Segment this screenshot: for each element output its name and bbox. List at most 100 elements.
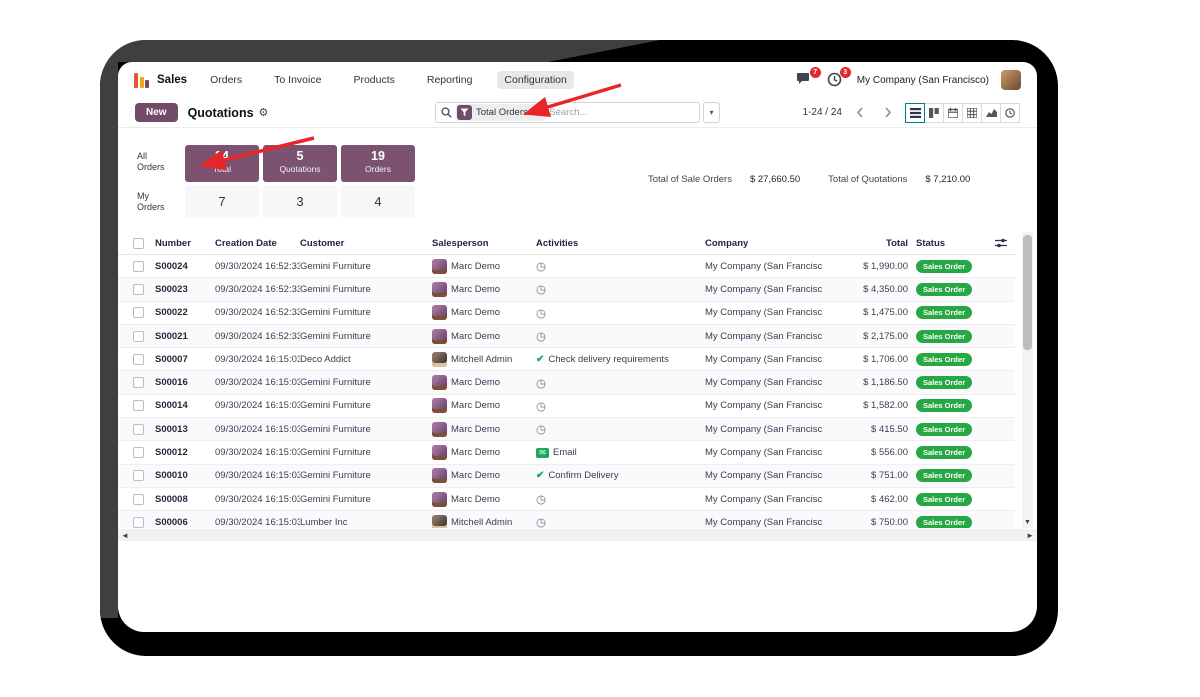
table-row[interactable]: S00006 09/30/2024 16:15:03 Lumber Inc Mi… bbox=[118, 511, 1015, 528]
card-quotations-all[interactable]: 5 Quotations bbox=[263, 145, 337, 182]
new-button[interactable]: New bbox=[135, 103, 178, 122]
pivot-view-icon[interactable] bbox=[962, 102, 982, 123]
row-checkbox[interactable] bbox=[133, 330, 144, 342]
creation-date: 09/30/2024 16:15:03 bbox=[215, 353, 300, 365]
creation-date: 09/30/2024 16:15:03 bbox=[215, 493, 300, 505]
scroll-down-icon[interactable]: ▼ bbox=[1024, 519, 1031, 526]
col-customer[interactable]: Customer bbox=[300, 237, 345, 249]
table-row[interactable]: S00014 09/30/2024 16:15:03 Gemini Furnit… bbox=[118, 394, 1015, 419]
salesperson-avatar bbox=[432, 375, 447, 391]
status-badge: Sales Order bbox=[916, 306, 973, 320]
table-row[interactable]: S00022 09/30/2024 16:52:33 Gemini Furnit… bbox=[118, 301, 1015, 325]
col-creation-date[interactable]: Creation Date bbox=[215, 237, 277, 249]
card-total-my[interactable]: 7 bbox=[185, 185, 259, 218]
company: My Company (San Francisco) bbox=[705, 353, 822, 365]
status-badge: Sales Order bbox=[916, 399, 973, 413]
col-status[interactable]: Status bbox=[916, 237, 946, 249]
scroll-left-icon[interactable]: ◄ bbox=[121, 530, 129, 540]
optional-columns-toggle-icon[interactable] bbox=[995, 238, 1007, 248]
table-row[interactable]: S00016 09/30/2024 16:15:03 Gemini Furnit… bbox=[118, 371, 1015, 395]
company-switcher[interactable]: My Company (San Francisco) bbox=[856, 74, 989, 86]
row-checkbox[interactable] bbox=[133, 423, 144, 435]
table-row[interactable]: S00021 09/30/2024 16:52:33 Gemini Furnit… bbox=[118, 324, 1015, 349]
col-number[interactable]: Number bbox=[155, 237, 191, 249]
col-salesperson[interactable]: Salesperson bbox=[432, 237, 489, 249]
card-total-all[interactable]: 24 Total bbox=[185, 145, 259, 182]
activity-icon[interactable] bbox=[536, 447, 549, 458]
activity-icon[interactable] bbox=[536, 306, 546, 320]
order-number: S00012 bbox=[155, 447, 188, 459]
customer: Lumber Inc bbox=[300, 516, 348, 528]
pager-next-icon[interactable] bbox=[878, 103, 898, 123]
user-avatar[interactable] bbox=[1001, 70, 1021, 90]
pager-counter: 1-24 / 24 bbox=[802, 107, 842, 118]
vertical-scrollbar[interactable]: ▼ bbox=[1022, 232, 1033, 528]
view-switcher bbox=[905, 102, 1020, 123]
activity-view-icon[interactable] bbox=[1000, 102, 1020, 123]
scroll-right-icon[interactable]: ► bbox=[1026, 530, 1034, 540]
filter-facet-label: Total Orders bbox=[476, 107, 528, 118]
row-checkbox[interactable] bbox=[133, 377, 144, 389]
activity-icon[interactable] bbox=[536, 354, 544, 365]
row-checkbox[interactable] bbox=[133, 447, 144, 459]
messages-icon[interactable]: 7 bbox=[796, 67, 821, 88]
activity-icon[interactable] bbox=[536, 399, 546, 413]
table-row[interactable]: S00023 09/30/2024 16:52:33 Gemini Furnit… bbox=[118, 278, 1015, 302]
menu-to-invoice[interactable]: To Invoice bbox=[274, 74, 322, 86]
orders-list: Number Creation Date Customer Salesperso… bbox=[118, 232, 1015, 528]
table-row[interactable]: S00008 09/30/2024 16:15:03 Gemini Furnit… bbox=[118, 487, 1015, 512]
search-input[interactable]: Total Orders ✕ Search... bbox=[435, 102, 700, 123]
pager-previous-icon[interactable] bbox=[850, 103, 870, 123]
order-number: S00021 bbox=[155, 330, 188, 342]
order-number: S00023 bbox=[155, 283, 188, 295]
activities-clock-icon[interactable]: 3 bbox=[827, 67, 851, 88]
action-gear-icon[interactable]: ⚙ bbox=[258, 107, 269, 119]
horizontal-scrollbar[interactable]: ◄ ► bbox=[118, 529, 1037, 541]
row-checkbox[interactable] bbox=[133, 516, 144, 528]
menu-reporting[interactable]: Reporting bbox=[426, 74, 473, 86]
activity-icon[interactable] bbox=[536, 282, 546, 296]
row-checkbox[interactable] bbox=[133, 493, 144, 505]
facet-remove-icon[interactable]: ✕ bbox=[532, 107, 541, 117]
page-title[interactable]: Quotations bbox=[187, 105, 254, 120]
card-orders-my[interactable]: 4 bbox=[341, 185, 415, 218]
row-checkbox[interactable] bbox=[133, 400, 144, 412]
menu-configuration[interactable]: Configuration bbox=[497, 71, 574, 89]
filter-facet[interactable]: Total Orders ✕ bbox=[456, 104, 546, 121]
vertical-scrollbar-thumb[interactable] bbox=[1023, 235, 1032, 350]
salesperson-avatar bbox=[432, 281, 447, 297]
menu-orders[interactable]: Orders bbox=[210, 74, 243, 86]
table-row[interactable]: S00013 09/30/2024 16:15:03 Gemini Furnit… bbox=[118, 418, 1015, 442]
row-checkbox[interactable] bbox=[133, 283, 144, 295]
app-name[interactable]: Sales bbox=[157, 74, 188, 86]
graph-view-icon[interactable] bbox=[981, 102, 1001, 123]
activity-icon[interactable] bbox=[536, 492, 546, 506]
row-checkbox[interactable] bbox=[133, 353, 144, 365]
salesperson: Marc Demo bbox=[451, 283, 501, 295]
table-row[interactable]: S00012 09/30/2024 16:15:03 Gemini Furnit… bbox=[118, 441, 1015, 465]
table-row[interactable]: S00007 09/30/2024 16:15:03 Deco Addict M… bbox=[118, 348, 1015, 372]
activity-icon[interactable] bbox=[536, 376, 546, 390]
col-activities[interactable]: Activities bbox=[536, 237, 579, 249]
calendar-view-icon[interactable] bbox=[943, 102, 963, 123]
card-orders-all[interactable]: 19 Orders bbox=[341, 145, 415, 182]
col-company[interactable]: Company bbox=[705, 237, 749, 249]
menu-products[interactable]: Products bbox=[353, 74, 395, 86]
activity-icon[interactable] bbox=[536, 470, 544, 481]
row-checkbox[interactable] bbox=[133, 470, 144, 482]
row-checkbox[interactable] bbox=[133, 307, 144, 319]
search-dropdown-toggle[interactable]: ▾ bbox=[703, 102, 720, 123]
kanban-view-icon[interactable] bbox=[924, 102, 944, 123]
table-row[interactable]: S00024 09/30/2024 16:52:33 Gemini Furnit… bbox=[118, 255, 1015, 279]
activity-icon[interactable] bbox=[536, 259, 546, 273]
row-checkbox[interactable] bbox=[133, 260, 144, 272]
activity-icon[interactable] bbox=[536, 515, 546, 528]
select-all-checkbox[interactable] bbox=[133, 237, 144, 249]
table-row[interactable]: S00010 09/30/2024 16:15:03 Gemini Furnit… bbox=[118, 464, 1015, 488]
activity-icon[interactable] bbox=[536, 329, 546, 343]
activity-icon[interactable] bbox=[536, 422, 546, 436]
card-quotations-my[interactable]: 3 bbox=[263, 185, 337, 218]
col-total[interactable]: Total bbox=[886, 237, 908, 249]
list-view-icon[interactable] bbox=[905, 102, 925, 123]
total-amount: $ 1,706.00 bbox=[863, 353, 908, 365]
